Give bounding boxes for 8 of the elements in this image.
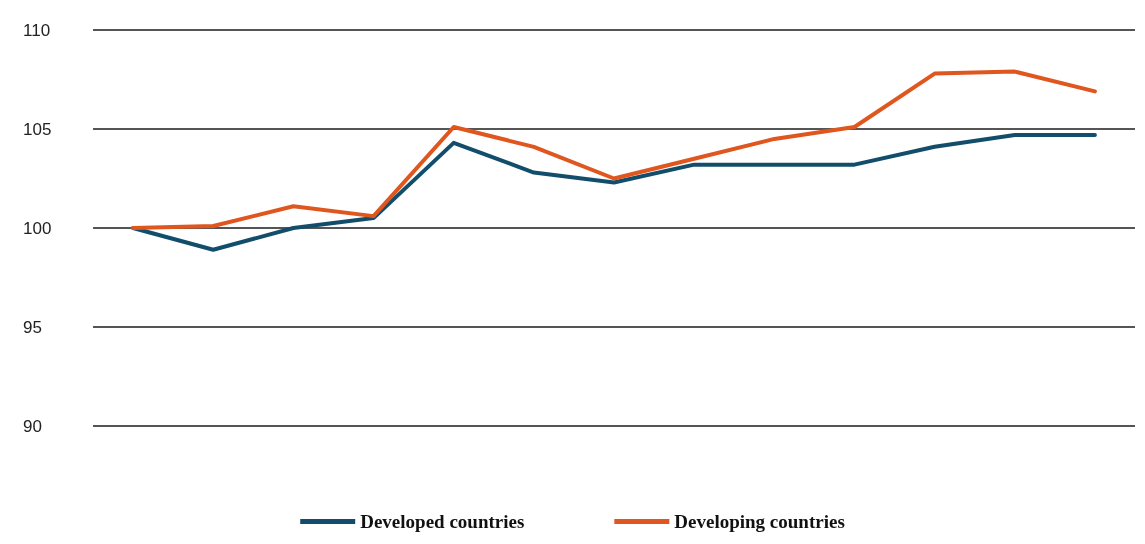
legend-label: Developing countries xyxy=(674,511,845,532)
y-tick-label: 95 xyxy=(23,317,42,337)
legend-label: Developed countries xyxy=(360,511,525,532)
line-series xyxy=(131,69,1097,230)
y-tick-label: 105 xyxy=(23,119,52,139)
y-tick-label: 90 xyxy=(23,416,42,436)
y-tick-label: 110 xyxy=(23,20,51,40)
y-tick-label: 100 xyxy=(23,218,52,238)
